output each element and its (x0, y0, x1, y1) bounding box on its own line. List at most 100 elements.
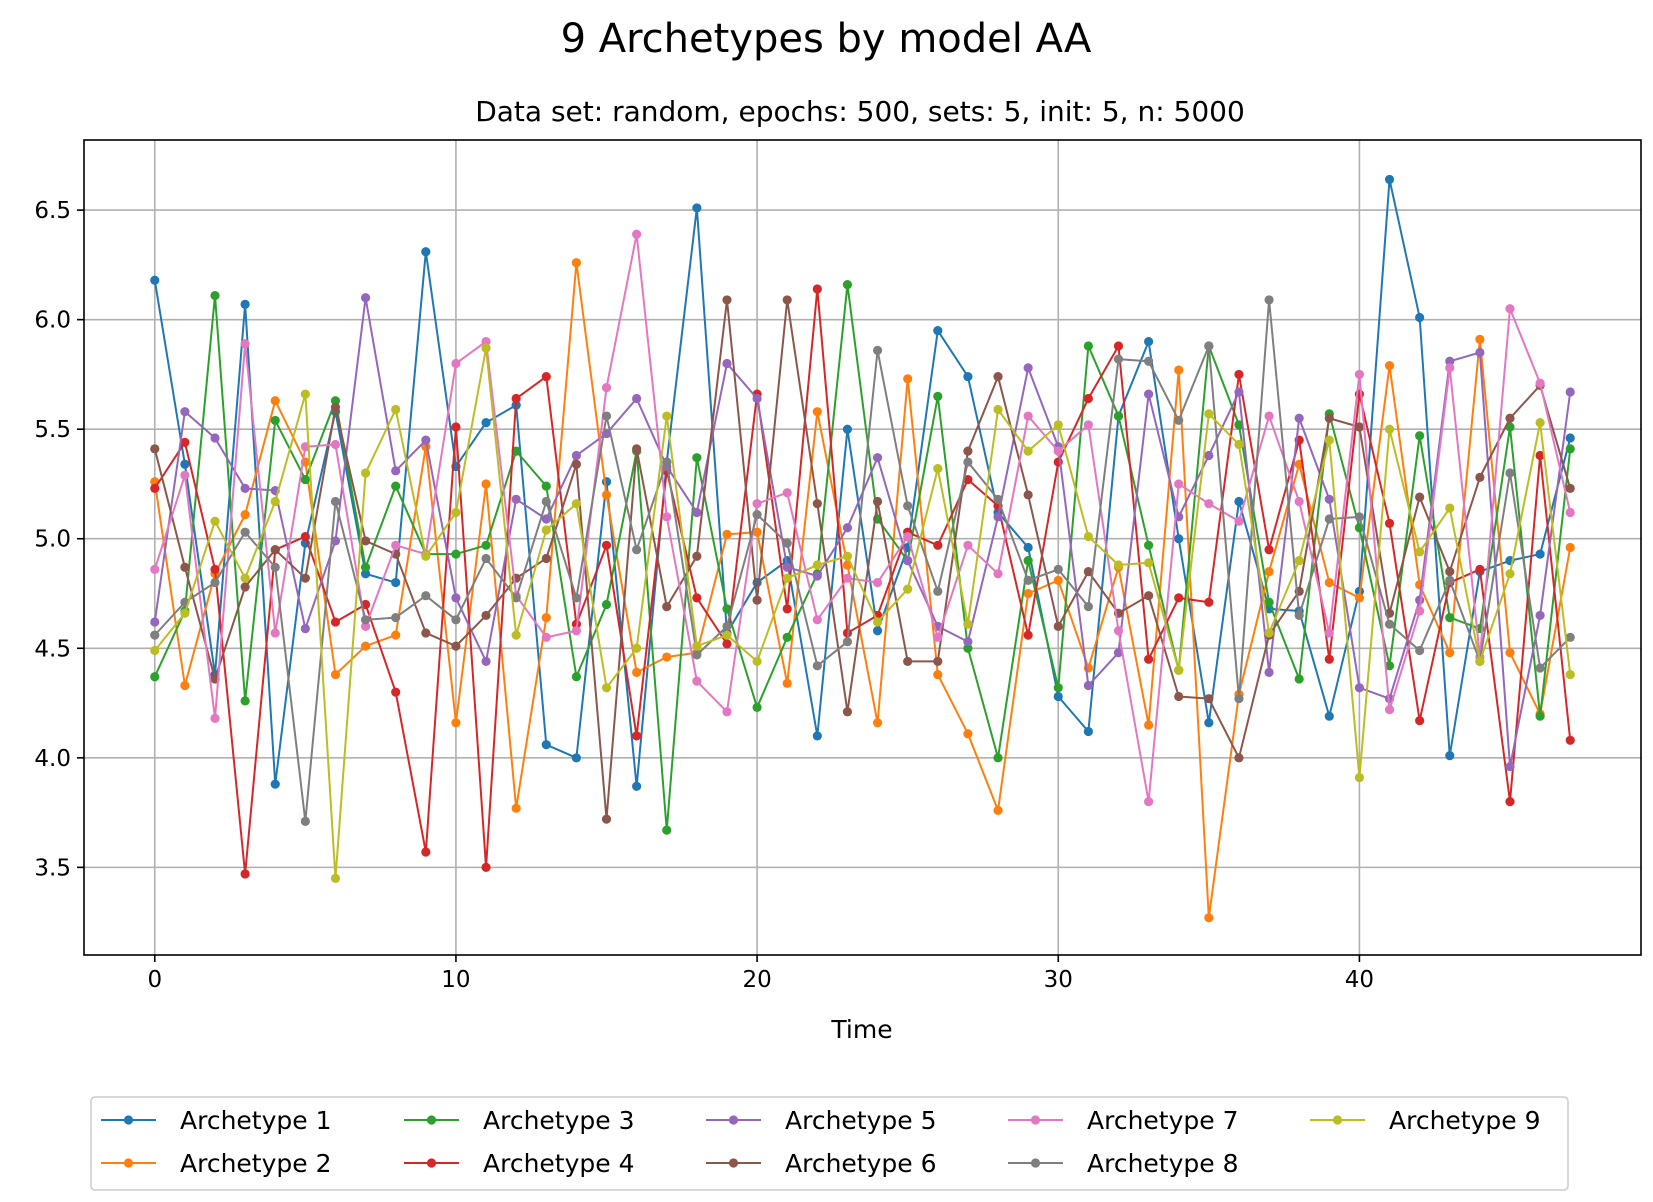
data-point (1264, 295, 1274, 305)
data-point (1415, 431, 1425, 441)
plot-frame (83, 139, 1642, 956)
data-point (481, 479, 491, 489)
data-point (1083, 341, 1093, 351)
data-point (1083, 680, 1093, 691)
data-point (240, 339, 250, 349)
data-point (903, 656, 913, 667)
data-point (1445, 566, 1455, 577)
data-point (933, 540, 943, 550)
legend-marker (426, 1115, 437, 1125)
data-point (360, 468, 371, 478)
legend-marker (1332, 1115, 1343, 1125)
data-point (270, 545, 280, 555)
data-point (722, 630, 732, 640)
data-point (632, 731, 642, 741)
legend-label: Archetype 7 (1087, 1106, 1239, 1135)
legend-marker (123, 1158, 134, 1168)
legend-label: Archetype 5 (785, 1106, 937, 1135)
data-point (451, 358, 461, 369)
data-point (1264, 566, 1274, 577)
data-point (270, 562, 280, 572)
data-point (1023, 588, 1033, 599)
data-point (842, 573, 853, 583)
data-point (571, 450, 581, 461)
data-point (993, 494, 1003, 504)
data-point (872, 345, 883, 355)
data-point (1354, 369, 1365, 380)
data-point (421, 551, 431, 561)
data-point (1234, 369, 1244, 380)
data-point (632, 393, 642, 404)
data-point (993, 753, 1003, 763)
data-point (1023, 542, 1033, 553)
data-point (632, 444, 642, 454)
data-point (1384, 661, 1395, 671)
data-point (1505, 569, 1515, 579)
data-point (360, 562, 371, 572)
data-point (571, 626, 581, 636)
data-point (1324, 514, 1334, 524)
data-point (360, 293, 371, 303)
data-point (1144, 591, 1154, 601)
data-point (1023, 630, 1033, 640)
data-point (541, 481, 551, 491)
data-point (1023, 411, 1033, 421)
data-point (812, 661, 822, 671)
x-tick-label: 10 (441, 967, 470, 993)
data-point (1415, 312, 1425, 323)
data-point (1445, 648, 1455, 658)
data-point (842, 707, 853, 717)
data-point (1415, 715, 1425, 726)
data-point (391, 466, 401, 476)
data-point (150, 275, 160, 285)
data-point (752, 656, 762, 667)
data-point (963, 637, 973, 647)
data-point (1264, 411, 1274, 421)
data-point (1445, 503, 1455, 513)
data-point (1234, 496, 1244, 507)
data-point (601, 411, 612, 421)
data-point (180, 562, 190, 572)
data-point (1505, 797, 1515, 807)
data-point (1204, 409, 1214, 419)
data-point (481, 656, 491, 667)
data-point (1565, 433, 1575, 443)
data-point (541, 514, 551, 524)
data-point (210, 433, 220, 443)
legend-label: Archetype 3 (483, 1106, 635, 1135)
data-point (300, 816, 310, 826)
data-point (1535, 378, 1545, 388)
data-point (451, 549, 461, 559)
data-point (1053, 564, 1063, 575)
data-point (1204, 694, 1214, 704)
legend-label: Archetype 6 (785, 1149, 937, 1178)
data-point (692, 507, 702, 518)
data-point (1324, 413, 1334, 423)
data-point (300, 474, 310, 485)
data-point (1415, 645, 1425, 656)
data-point (541, 525, 551, 535)
data-point (1174, 415, 1184, 426)
data-point (872, 496, 883, 507)
data-point (240, 527, 250, 537)
data-point (662, 652, 672, 662)
data-point (1505, 413, 1515, 423)
series-line (153, 283, 1572, 832)
data-point (722, 295, 732, 305)
data-point (571, 258, 581, 268)
data-point (330, 439, 341, 450)
series-line (153, 287, 1572, 875)
data-point (722, 707, 732, 717)
data-point (812, 731, 822, 741)
data-point (601, 683, 612, 693)
data-point (481, 862, 491, 872)
chart-title: 9 Archetypes by model AA (561, 16, 1092, 62)
data-point (993, 372, 1003, 382)
data-point (722, 639, 732, 649)
data-point (300, 573, 310, 583)
legend-entry: Archetype 7 (1008, 1106, 1239, 1135)
data-point (601, 540, 612, 550)
data-point (1384, 705, 1395, 715)
data-point (330, 496, 341, 507)
